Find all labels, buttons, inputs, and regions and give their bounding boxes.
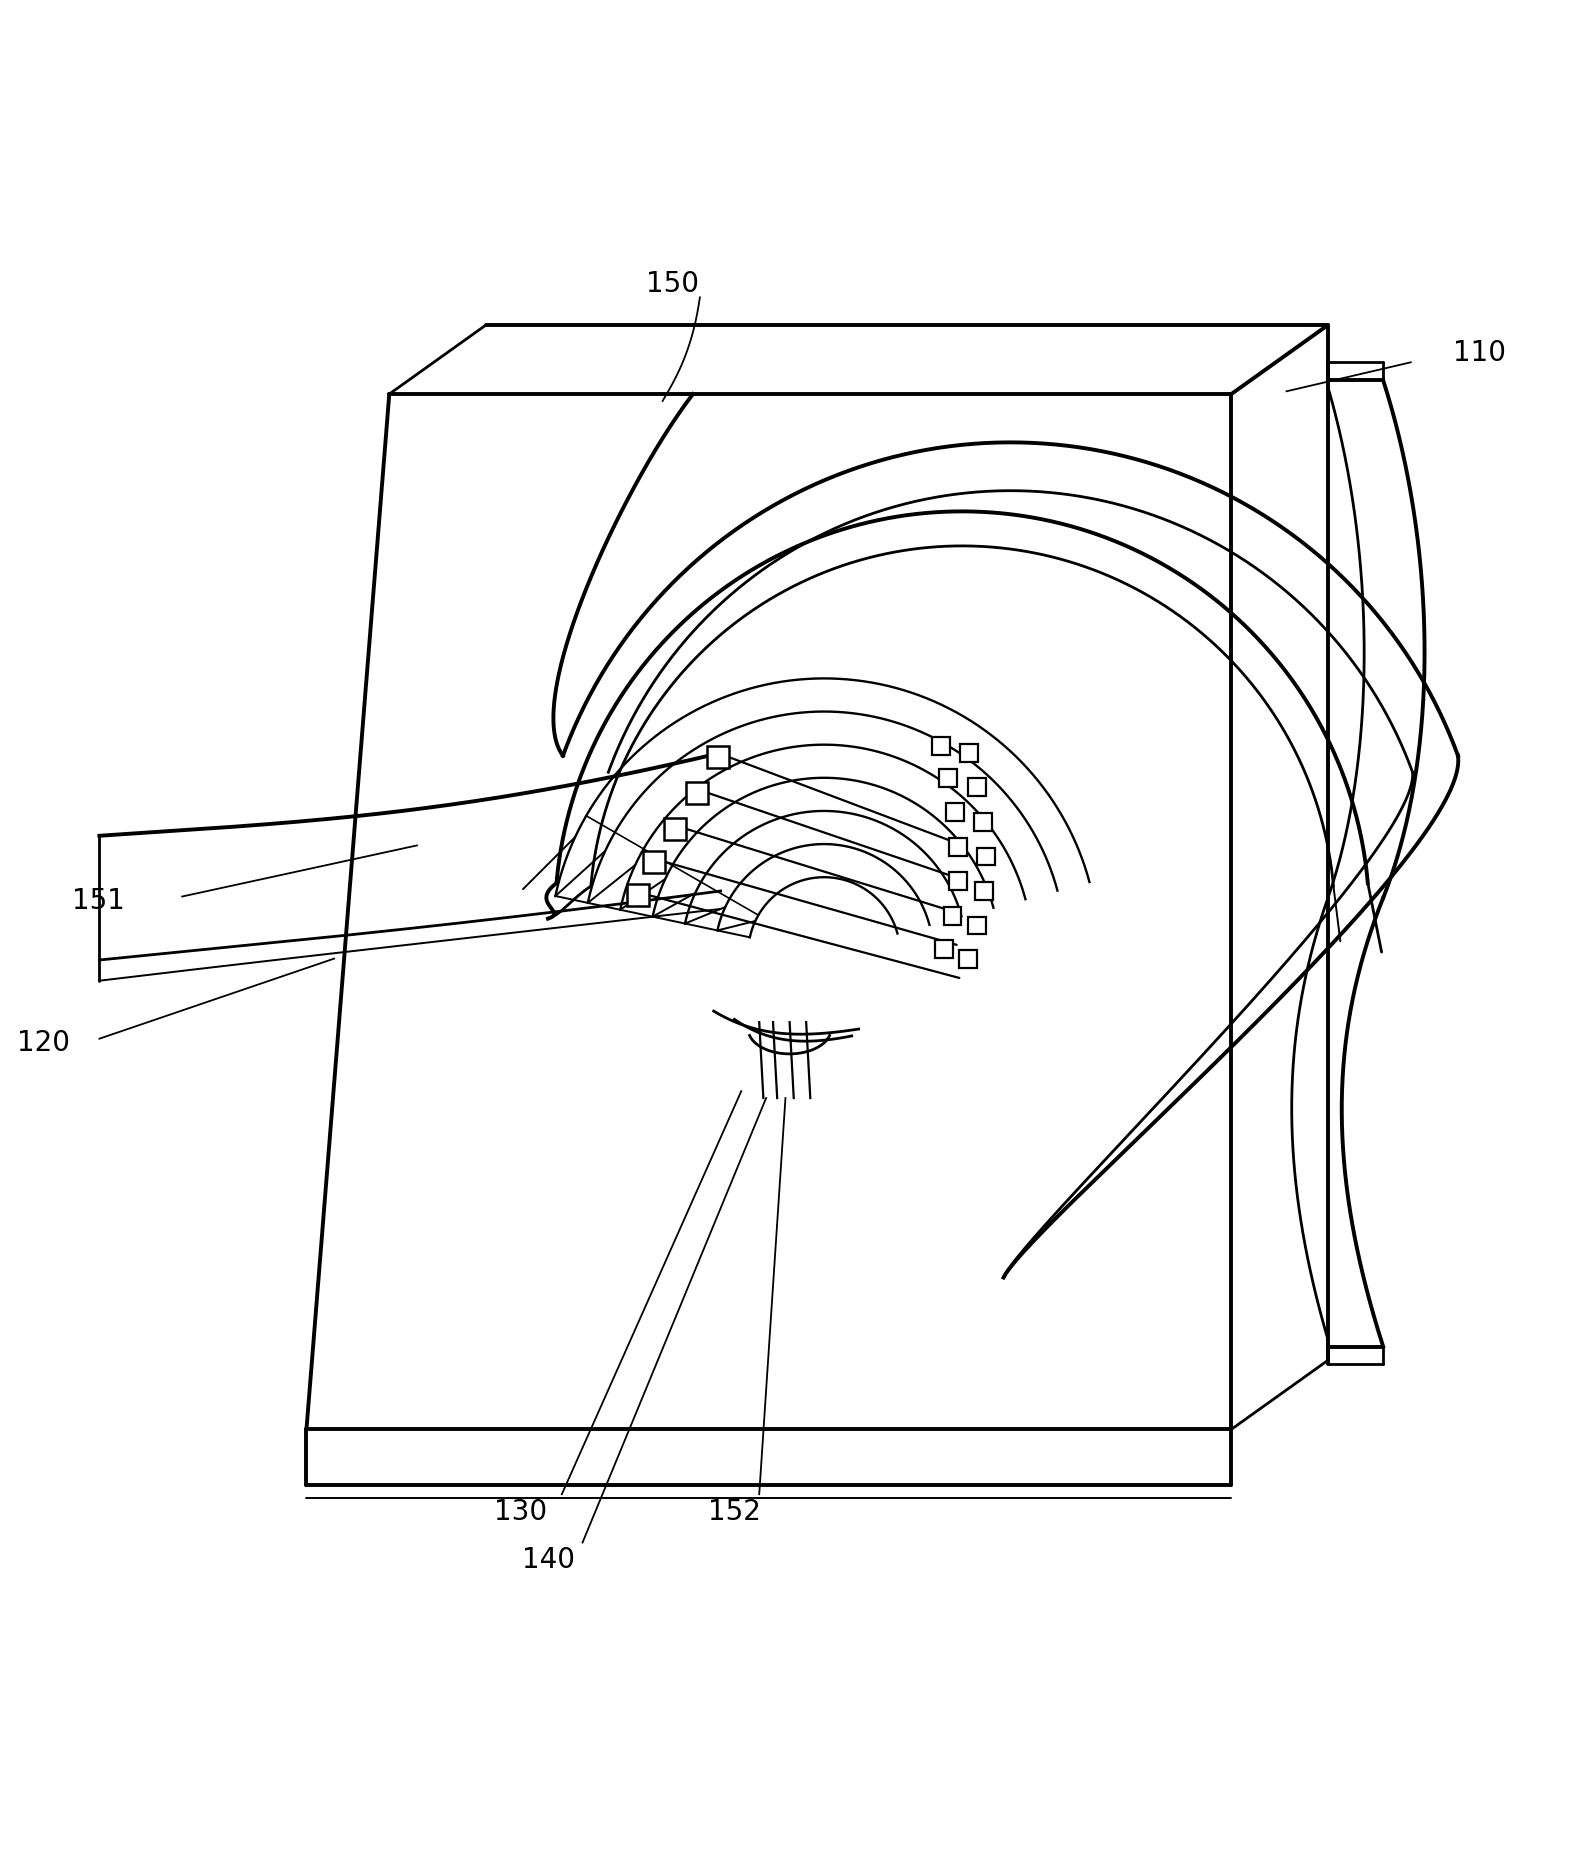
FancyBboxPatch shape	[959, 950, 977, 968]
FancyBboxPatch shape	[975, 883, 992, 900]
FancyBboxPatch shape	[973, 813, 992, 831]
FancyBboxPatch shape	[946, 803, 964, 822]
FancyBboxPatch shape	[935, 940, 953, 959]
FancyBboxPatch shape	[969, 916, 986, 935]
Text: 151: 151	[72, 887, 124, 914]
FancyBboxPatch shape	[969, 779, 986, 796]
FancyBboxPatch shape	[626, 885, 648, 907]
FancyBboxPatch shape	[949, 872, 967, 890]
FancyBboxPatch shape	[687, 781, 709, 803]
Text: 110: 110	[1453, 339, 1507, 366]
FancyBboxPatch shape	[949, 839, 967, 855]
FancyBboxPatch shape	[943, 907, 962, 926]
FancyBboxPatch shape	[961, 744, 978, 763]
FancyBboxPatch shape	[707, 746, 730, 768]
FancyBboxPatch shape	[977, 848, 994, 866]
FancyBboxPatch shape	[664, 818, 687, 840]
Text: 120: 120	[16, 1029, 70, 1057]
FancyBboxPatch shape	[940, 768, 957, 787]
Text: 140: 140	[521, 1546, 575, 1575]
FancyBboxPatch shape	[644, 851, 666, 874]
Text: 150: 150	[645, 270, 699, 298]
Text: 152: 152	[707, 1497, 761, 1527]
FancyBboxPatch shape	[932, 737, 951, 755]
Text: 130: 130	[494, 1497, 546, 1527]
